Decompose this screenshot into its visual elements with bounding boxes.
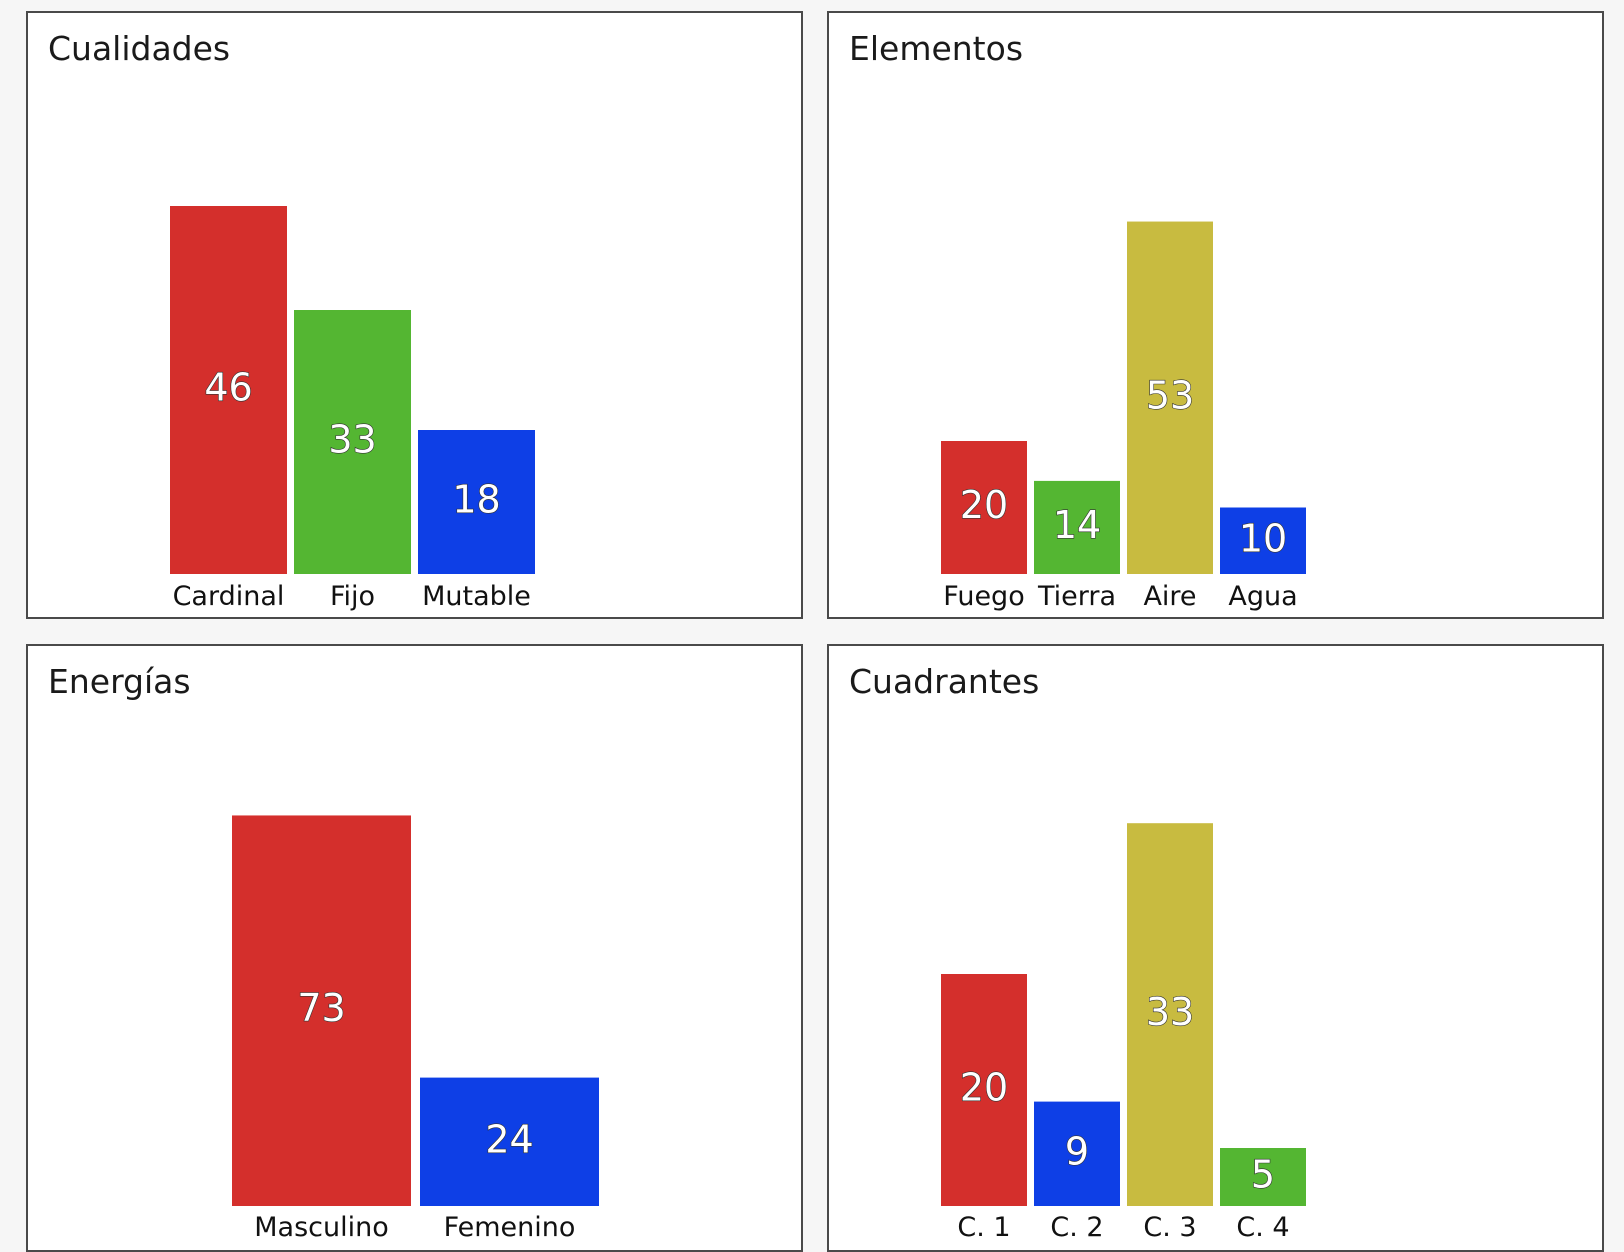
- bar-value-label: 18: [452, 478, 500, 522]
- bar-c-1: [941, 974, 1027, 1206]
- category-label: Fuego: [943, 581, 1024, 612]
- category-label: C. 3: [1143, 1212, 1196, 1243]
- chart-title: Energías: [48, 662, 191, 701]
- bar-c-2: [1034, 1101, 1120, 1206]
- bar-tierra: [1034, 480, 1120, 574]
- bar-c-3: [1127, 823, 1213, 1206]
- category-label: Masculino: [254, 1212, 389, 1243]
- chart-panel-cuadrantes: Cuadrantes 20 C. 1 9 C. 2 33 C. 3 5 C. 4: [827, 644, 1604, 1252]
- bar-value-label: 20: [960, 483, 1008, 527]
- category-label: Tierra: [1037, 581, 1116, 612]
- bar-fuego: [941, 441, 1027, 574]
- category-label: Mutable: [422, 581, 531, 612]
- category-label: Cardinal: [173, 581, 285, 612]
- bar-value-label: 9: [1065, 1129, 1089, 1173]
- bar-value-label: 53: [1146, 373, 1194, 417]
- bar-cardinal: [170, 206, 287, 574]
- bar-value-label: 33: [328, 418, 376, 462]
- bar-femenino: [420, 1077, 599, 1206]
- bar-agua: [1220, 507, 1306, 574]
- category-label: Agua: [1228, 581, 1297, 612]
- chart-title: Cuadrantes: [849, 662, 1040, 701]
- chart-title: Elementos: [849, 29, 1024, 68]
- bar-c-4: [1220, 1148, 1306, 1206]
- bar-chart-energias: 73 Masculino 24 Femenino: [232, 815, 599, 1243]
- category-label: C. 2: [1050, 1212, 1103, 1243]
- bar-value-label: 20: [960, 1066, 1008, 1110]
- bar-chart-cualidades: 46 Cardinal 33 Fijo 18 Mutable: [170, 206, 535, 612]
- bar-value-label: 10: [1239, 516, 1287, 560]
- bar-value-label: 24: [485, 1117, 533, 1161]
- bar-value-label: 33: [1146, 990, 1194, 1034]
- category-label: Femenino: [444, 1212, 576, 1243]
- chart-panel-cualidades: Cualidades 46 Cardinal 33 Fijo 18 Mutable: [26, 11, 803, 619]
- bar-mutable: [418, 430, 535, 574]
- bar-masculino: [232, 815, 411, 1206]
- chart-panel-energias: Energías 73 Masculino 24 Femenino: [26, 644, 803, 1252]
- bar-value-label: 14: [1053, 503, 1101, 547]
- bar-chart-cuadrantes: 20 C. 1 9 C. 2 33 C. 3 5 C. 4: [941, 823, 1306, 1243]
- category-label: Aire: [1143, 581, 1196, 612]
- bar-value-label: 46: [204, 366, 252, 410]
- bar-aire: [1127, 221, 1213, 575]
- category-label: C. 1: [957, 1212, 1010, 1243]
- chart-title: Cualidades: [48, 29, 231, 68]
- bar-chart-elementos: 20 Fuego 14 Tierra 53 Aire 10 Agua: [941, 221, 1306, 612]
- bar-value-label: 5: [1251, 1153, 1275, 1197]
- chart-panel-elementos: Elementos 20 Fuego 14 Tierra 53 Aire 10 Agua: [827, 11, 1604, 619]
- category-label: Fijo: [330, 581, 375, 612]
- category-label: C. 4: [1236, 1212, 1289, 1243]
- bar-fijo: [294, 310, 411, 574]
- bar-value-label: 73: [297, 986, 345, 1030]
